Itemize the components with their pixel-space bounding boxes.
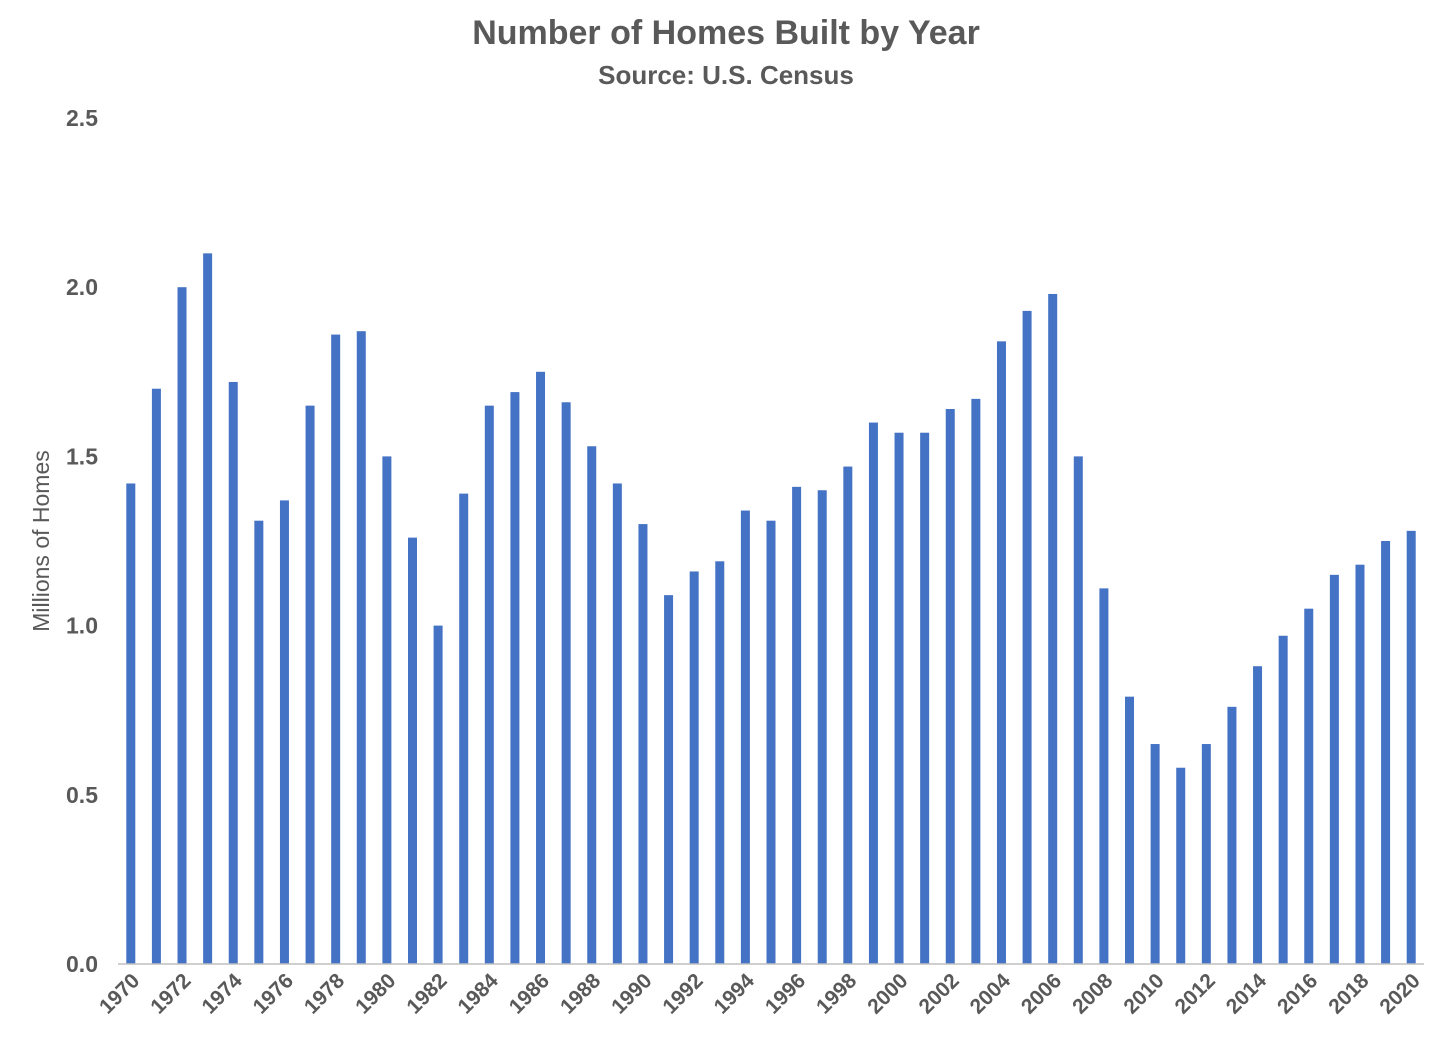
- bar-1993: [715, 561, 725, 964]
- bar-2003: [971, 398, 981, 964]
- bar-2012: [1201, 744, 1211, 964]
- bar-1973: [203, 253, 213, 965]
- bar-2005: [1022, 310, 1032, 964]
- x-tick-label: 2004: [966, 969, 1016, 1019]
- bar-1988: [587, 446, 597, 964]
- x-tick-label: 2002: [914, 969, 963, 1018]
- bar-2016: [1304, 608, 1314, 964]
- y-tick-label: 1.5: [66, 443, 98, 469]
- y-ticks-group: 0.0 0.5 1.0 1.5 2.0 2.5: [66, 105, 98, 977]
- bar-1990: [638, 524, 648, 964]
- bar-1982: [433, 625, 443, 964]
- x-tick-label: 1970: [95, 969, 144, 1018]
- x-tick-label: 2012: [1171, 969, 1220, 1018]
- x-tick-label: 2000: [863, 969, 912, 1018]
- bar-2002: [945, 409, 955, 964]
- x-tick-label: 1998: [812, 969, 862, 1019]
- x-tick-label: 2008: [1068, 969, 1118, 1019]
- bar-2004: [996, 341, 1006, 965]
- x-tick-label: 1980: [351, 969, 400, 1018]
- x-tick-label: 2014: [1222, 969, 1272, 1019]
- y-tick-label: 2.5: [66, 105, 98, 131]
- bar-2020: [1406, 530, 1416, 964]
- y-tick-label: 1.0: [66, 613, 98, 639]
- chart-subtitle: Source: U.S. Census: [598, 60, 854, 90]
- bar-2014: [1253, 666, 1263, 964]
- x-tick-label: 1996: [761, 969, 810, 1018]
- bar-1976: [279, 500, 289, 964]
- bar-1989: [612, 483, 622, 964]
- x-tick-label: 1986: [505, 969, 554, 1018]
- y-tick-label: 2.0: [66, 274, 98, 300]
- bar-1975: [254, 520, 264, 964]
- x-tick-label: 1984: [454, 969, 504, 1019]
- bar-1979: [356, 331, 366, 964]
- bar-1980: [382, 456, 392, 964]
- bar-2017: [1329, 574, 1339, 964]
- bar-1995: [766, 520, 776, 964]
- x-tick-label: 2018: [1324, 969, 1374, 1019]
- x-tick-label: 2010: [1119, 969, 1168, 1018]
- bar-1984: [484, 405, 494, 964]
- bar-1978: [331, 334, 341, 965]
- x-tick-label: 1976: [249, 969, 298, 1018]
- bar-2018: [1355, 564, 1365, 964]
- bars-group: [126, 253, 1416, 965]
- bar-1977: [305, 405, 315, 964]
- x-tick-label: 2006: [1017, 969, 1066, 1018]
- bar-2010: [1150, 744, 1160, 964]
- x-tick-label: 1988: [556, 969, 606, 1019]
- x-tick-label: 2016: [1273, 969, 1322, 1018]
- bar-2001: [920, 432, 930, 965]
- x-tick-label: 2020: [1375, 969, 1424, 1018]
- bar-1974: [228, 381, 238, 964]
- bar-2019: [1381, 541, 1391, 964]
- bar-1992: [689, 571, 699, 964]
- bar-2009: [1125, 696, 1135, 964]
- bar-2011: [1176, 767, 1186, 964]
- y-tick-label: 0.0: [66, 951, 98, 977]
- bar-1987: [561, 402, 571, 964]
- x-ticks-group: 1970 1972 1974 1976 1978 1980 1982 1984 1986 1988…: [95, 969, 1425, 1019]
- bar-1996: [792, 486, 802, 964]
- y-axis-label: Millions of Homes: [28, 450, 54, 632]
- bar-1991: [664, 595, 674, 964]
- bar-1981: [407, 537, 417, 964]
- bar-1998: [843, 466, 853, 964]
- x-tick-label: 1978: [300, 969, 350, 1019]
- bar-2008: [1099, 588, 1109, 964]
- bar-2007: [1073, 456, 1083, 964]
- bar-1971: [151, 388, 161, 965]
- x-tick-label: 1990: [607, 969, 656, 1018]
- chart-title: Number of Homes Built by Year: [472, 14, 980, 52]
- bar-2000: [894, 432, 904, 965]
- bar-1983: [459, 493, 469, 964]
- bar-1970: [126, 483, 136, 964]
- bar-2015: [1278, 635, 1288, 964]
- x-tick-label: 1994: [710, 969, 760, 1019]
- bar-1994: [740, 510, 750, 964]
- x-tick-label: 1974: [197, 969, 247, 1019]
- bar-1999: [868, 422, 878, 964]
- x-tick-label: 1992: [658, 969, 707, 1018]
- y-tick-label: 0.5: [66, 782, 98, 808]
- x-tick-label: 1982: [402, 969, 451, 1018]
- bar-1985: [510, 392, 520, 965]
- bar-1997: [817, 490, 827, 964]
- bar-2013: [1227, 706, 1237, 964]
- x-tick-label: 1972: [146, 969, 195, 1018]
- bar-1986: [536, 371, 546, 964]
- bar-2006: [1048, 293, 1058, 965]
- bar-1972: [177, 287, 187, 964]
